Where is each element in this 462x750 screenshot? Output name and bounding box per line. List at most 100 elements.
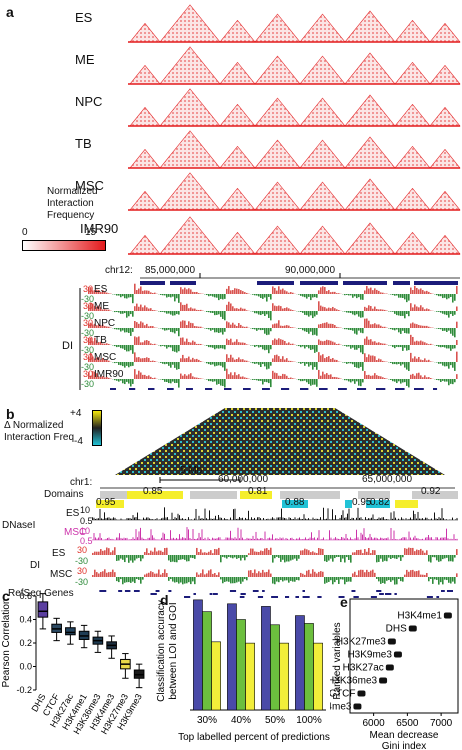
di-a-bar	[162, 345, 164, 346]
di-a-bar	[132, 379, 134, 384]
di-a-bar	[190, 342, 192, 345]
di-a-bar	[226, 321, 228, 328]
dnase-msc-bar	[317, 537, 318, 540]
di-a-bar	[146, 290, 148, 294]
di-a-bar	[292, 327, 294, 328]
dnase-es-bar	[357, 507, 359, 520]
di-a-bar	[300, 328, 302, 329]
di-a-track-label-imr90: IMR90	[94, 369, 124, 380]
refseq-gene	[212, 593, 218, 595]
di-b-bar	[378, 555, 380, 562]
dnase-msc-bar	[390, 528, 392, 540]
di-a-bar	[328, 356, 330, 362]
dnase-es-bar	[456, 517, 458, 520]
di-b-bar	[384, 555, 386, 561]
dnase-msc-bar	[269, 537, 270, 540]
dnase-b-scale-3: 10	[80, 526, 91, 536]
dnase-msc-bar	[447, 538, 449, 540]
di-b-bar	[264, 572, 266, 577]
di-a-bar	[374, 323, 376, 328]
di-a-bar	[246, 344, 248, 345]
dnase-msc-bar	[452, 539, 453, 540]
di-b-bar	[112, 569, 114, 577]
di-a-bar	[90, 322, 92, 328]
di-a-bar	[124, 379, 126, 385]
di-a-bar	[406, 362, 408, 370]
dnase-es-bar	[167, 517, 168, 520]
dnase-es-bar	[156, 518, 158, 520]
di-a-bar	[316, 328, 318, 336]
dnase-es-bar	[440, 518, 441, 520]
di-a-bar	[412, 322, 414, 328]
di-a-bar	[98, 376, 100, 379]
dnase-msc-bar	[218, 537, 219, 540]
di-b-bar	[374, 572, 376, 577]
dnase-msc-bar	[242, 537, 243, 540]
di-a-bar	[138, 288, 140, 294]
di-a-bar	[394, 294, 396, 296]
di-a-bar	[302, 345, 304, 347]
di-a-bar	[330, 374, 332, 379]
di-a-bar	[148, 326, 150, 328]
dnase-es-bar	[282, 517, 284, 520]
di-a-bar	[178, 379, 180, 388]
di-a-bar	[396, 328, 398, 330]
di-a-bar	[150, 376, 152, 379]
di-a-bar	[176, 362, 178, 370]
di-b-bar	[264, 548, 266, 555]
di-a-bar	[188, 321, 190, 328]
dnase-msc-bar	[341, 537, 342, 540]
di-b-bar	[208, 551, 210, 555]
di-a-bar	[324, 340, 326, 345]
dnase-es-bar	[161, 518, 162, 520]
dnase-es-bar	[240, 518, 242, 520]
dnase-es-bar	[392, 518, 393, 520]
dnase-msc-bar	[384, 538, 386, 540]
dnase-msc-bar	[422, 538, 423, 540]
di-a-bar	[142, 342, 144, 345]
di-a-bar	[382, 292, 384, 294]
di-a-bar	[226, 338, 228, 345]
dnase-msc-bar	[135, 529, 137, 540]
di-b-bar	[388, 555, 390, 558]
di-b-bar	[254, 569, 256, 577]
di-a-bar	[406, 379, 408, 386]
di-b-bar	[358, 549, 360, 555]
di-a-bar	[326, 339, 328, 345]
dnase-msc-bar	[446, 528, 447, 540]
di-a-bar	[308, 345, 310, 349]
dnase-es-bar	[329, 519, 330, 520]
di-b-bar	[106, 547, 108, 555]
di-a-bar	[440, 328, 442, 330]
di-a-bar	[260, 345, 262, 348]
dnase-msc-bar	[254, 538, 255, 540]
di-a-bar	[338, 343, 340, 345]
di-b-bar	[420, 548, 422, 555]
dnase-msc-bar	[237, 527, 239, 540]
di-a-bar	[150, 325, 152, 328]
bar	[202, 611, 212, 711]
di-a-bar	[272, 303, 274, 311]
di-a-scale-bottom: -30	[81, 294, 95, 304]
dnase-msc-bar	[300, 539, 302, 540]
di-a-bar	[286, 291, 288, 294]
di-a-bar	[352, 311, 354, 315]
refseq-gene	[436, 596, 440, 598]
di-a-bar	[130, 362, 132, 367]
di-a-bar	[292, 292, 294, 294]
di-a-bar	[456, 285, 458, 294]
dnase-msc-bar	[330, 537, 332, 540]
di-b-bar	[438, 577, 440, 585]
di-a-bar	[120, 328, 122, 332]
di-a-bar	[298, 328, 300, 329]
di-a-bar	[88, 287, 90, 294]
dnase-es-bar	[299, 517, 300, 520]
refseq-gene	[304, 596, 310, 598]
di-a-bar	[212, 311, 214, 314]
di-a-bar	[234, 308, 236, 311]
di-a-bar	[92, 303, 94, 311]
dnase-es-bar	[401, 517, 402, 520]
di-a-bar	[186, 289, 188, 294]
di-a-bar	[306, 328, 308, 332]
refseq-gene	[168, 590, 172, 592]
